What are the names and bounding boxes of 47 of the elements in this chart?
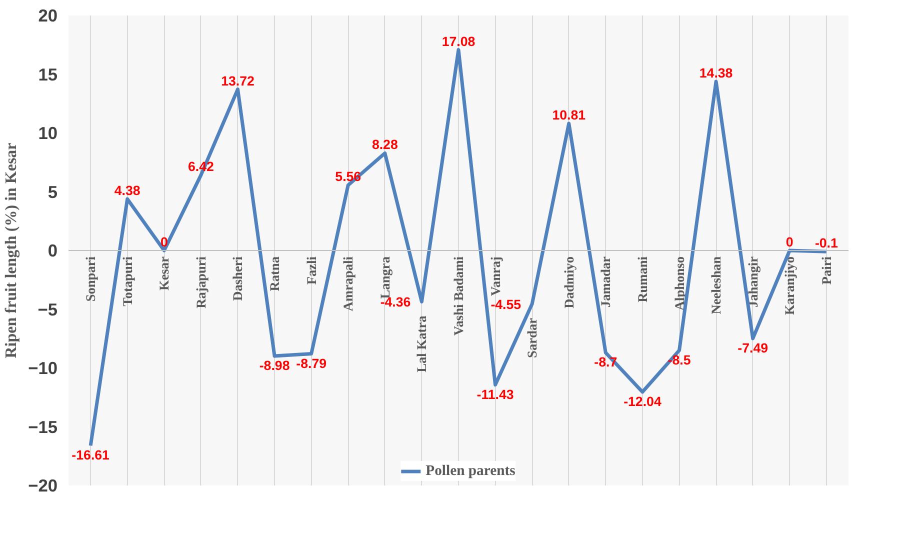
x-tick-label: Karanjiyo	[782, 256, 798, 315]
x-tick-label: Jamadar	[598, 256, 614, 308]
x-tick-label: Vanraj	[488, 256, 503, 296]
x-tick-label: Dasheri	[230, 256, 246, 301]
data-label: 17.08	[442, 34, 476, 49]
y-tick-label: 5	[48, 182, 58, 202]
y-tick-label: −10	[28, 358, 58, 378]
data-label: -0.1	[814, 236, 838, 251]
y-tick-label: −20	[28, 476, 58, 496]
x-tick-label: Ratna	[267, 256, 282, 292]
data-label: -12.04	[624, 394, 662, 409]
x-tick-label: Rumani	[634, 256, 650, 302]
x-tick-label: Sardar	[524, 318, 540, 358]
data-label: -7.49	[738, 340, 768, 356]
y-tick-label: 15	[38, 64, 58, 84]
data-label: 0	[786, 234, 794, 250]
x-tick-label: Fazli	[304, 256, 319, 285]
y-tick-label: 0	[48, 240, 58, 260]
y-tick-label: 10	[38, 123, 58, 143]
data-label: -4.55	[490, 296, 522, 312]
x-tick-label: Neeleshan	[708, 256, 724, 314]
data-label: 8.28	[372, 137, 398, 152]
x-tick-label: Pairi	[818, 256, 834, 285]
data-label: -11.43	[476, 386, 514, 402]
y-tick-label: −5	[38, 299, 58, 320]
x-tick-label: Langra	[377, 256, 392, 299]
y-tick-label: 20	[38, 6, 58, 26]
legend-label: Pollen parents	[426, 462, 516, 480]
x-tick-label: Sonpari	[83, 256, 98, 302]
x-tick-label: Lal Katra	[414, 315, 430, 372]
y-axis-title: Ripen fruit length (%) in Kesar	[3, 142, 20, 358]
x-tick-label: Kesar	[156, 256, 172, 291]
x-tick-label: Amrapali	[340, 256, 356, 312]
data-label: -8.79	[296, 356, 327, 371]
data-label: 10.81	[552, 107, 586, 122]
x-tick-label: Jahangir	[745, 256, 760, 308]
data-label: 14.38	[699, 66, 733, 81]
x-tick-label: Vashi Badami	[451, 256, 466, 336]
x-tick-label: Alphonso	[672, 256, 687, 311]
y-tick-label: −15	[28, 416, 58, 437]
x-tick-label: Totapuri	[120, 256, 135, 306]
x-tick-label: Dadmiyo	[561, 256, 576, 308]
data-label: 4.38	[114, 183, 140, 198]
data-label: -8.98	[259, 358, 290, 374]
data-label: 13.72	[221, 73, 254, 88]
x-tick-label: Rajapuri	[193, 256, 208, 308]
data-label: -16.61	[72, 448, 110, 463]
